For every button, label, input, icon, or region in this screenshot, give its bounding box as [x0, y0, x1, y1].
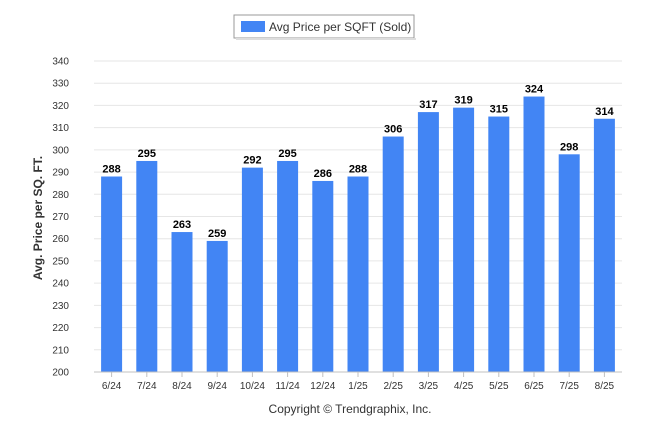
bar-8-24[interactable]: [171, 232, 193, 372]
y-tick-label: 310: [52, 123, 69, 134]
bar-1-25[interactable]: [347, 176, 369, 372]
bar-value-label: 295: [138, 148, 156, 160]
legend[interactable]: Avg Price per SQFT (Sold): [233, 14, 416, 40]
y-tick-label: 250: [52, 256, 69, 267]
x-tick-label: 2/25: [383, 381, 403, 392]
bar-9-24[interactable]: [206, 240, 228, 372]
legend-box-shadow: [236, 38, 416, 40]
bar-2-25[interactable]: [382, 136, 404, 372]
bar-6-24[interactable]: [101, 176, 123, 372]
data-labels: 288 295 263 259 292 295 286 288 306 317 319 315 324 2…: [102, 84, 614, 240]
x-axis-ticks: 6/24 7/24 8/24 9/24 10/24 11/24 12/24 1/25 2/25 3…: [102, 372, 615, 392]
x-tick-label: 9/24: [207, 381, 227, 392]
legend-label: Avg Price per SQFT (Sold): [269, 20, 411, 34]
y-tick-label: 270: [52, 212, 69, 223]
copyright-text: Copyright © Trendgraphix, Inc.: [269, 402, 432, 416]
bar-12-24[interactable]: [312, 180, 334, 372]
x-tick-label: 6/24: [102, 381, 122, 392]
y-tick-label: 260: [52, 234, 69, 245]
bar-3-25[interactable]: [417, 112, 439, 372]
x-tick-label: 8/24: [172, 381, 192, 392]
y-axis-ticks: 200 210 220 230 240 250 260 270 280 290 300 310 320 3…: [52, 57, 69, 379]
x-tick-label: 7/24: [137, 381, 157, 392]
y-axis-title: Avg. Price per SQ. FT.: [31, 156, 45, 280]
bar-value-label: 319: [454, 95, 472, 107]
y-tick-label: 210: [52, 345, 69, 356]
y-tick-label: 220: [52, 323, 69, 334]
y-tick-label: 200: [52, 368, 69, 379]
x-tick-label: 7/25: [559, 381, 579, 392]
bar-7-24[interactable]: [136, 160, 158, 372]
bar-value-label: 315: [490, 104, 508, 116]
bars: [101, 96, 615, 373]
x-tick-label: 6/25: [524, 381, 544, 392]
bar-value-label: 324: [525, 84, 544, 96]
bar-value-label: 292: [243, 155, 261, 167]
y-tick-label: 290: [52, 168, 69, 179]
y-tick-label: 300: [52, 145, 69, 156]
x-tick-label: 12/24: [310, 381, 335, 392]
bar-value-label: 259: [208, 228, 226, 240]
bar-10-24[interactable]: [241, 167, 263, 372]
bar-4-25[interactable]: [453, 107, 475, 373]
x-tick-label: 10/24: [240, 381, 265, 392]
bar-value-label: 288: [349, 164, 367, 176]
bar-8-25[interactable]: [593, 118, 615, 372]
bar-value-label: 314: [595, 106, 614, 118]
bar-value-label: 295: [278, 148, 296, 160]
bar-value-label: 288: [102, 164, 120, 176]
x-tick-label: 11/24: [275, 381, 300, 392]
y-tick-label: 330: [52, 79, 69, 90]
x-tick-label: 8/25: [595, 381, 615, 392]
bar-value-label: 263: [173, 219, 191, 231]
y-tick-label: 320: [52, 101, 69, 112]
legend-swatch: [241, 21, 265, 32]
x-tick-label: 4/25: [454, 381, 474, 392]
bar-value-label: 298: [560, 141, 578, 153]
x-tick-label: 1/25: [348, 381, 368, 392]
bar-7-25[interactable]: [558, 154, 580, 372]
bar-11-24[interactable]: [277, 160, 299, 372]
bar-5-25[interactable]: [488, 116, 510, 373]
bar-value-label: 317: [419, 99, 437, 111]
x-tick-label: 3/25: [419, 381, 439, 392]
bar-6-25[interactable]: [523, 96, 545, 373]
bar-value-label: 306: [384, 124, 402, 136]
y-tick-label: 230: [52, 301, 69, 312]
y-tick-label: 340: [52, 57, 69, 68]
bar-value-label: 286: [314, 168, 332, 180]
y-tick-label: 280: [52, 190, 69, 201]
y-tick-label: 240: [52, 279, 69, 290]
x-tick-label: 5/25: [489, 381, 509, 392]
